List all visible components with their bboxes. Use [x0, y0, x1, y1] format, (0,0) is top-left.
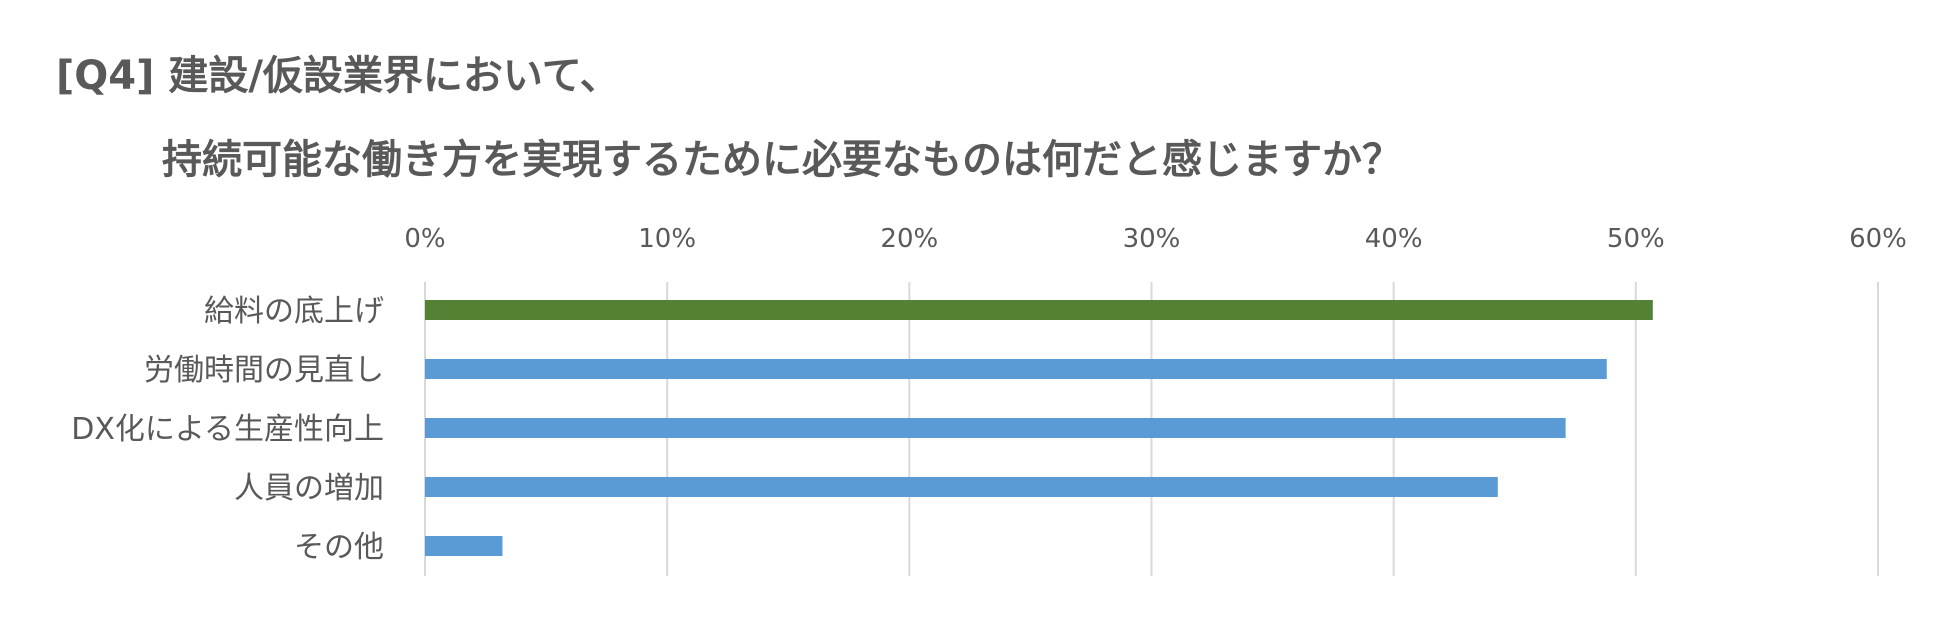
chart-subtitle: 持続可能な働き方を実現するために必要なものは何だと感じますか？	[162, 137, 1402, 183]
chart-title: [Q4] 建設/仮設業界において、	[56, 53, 620, 99]
x-tick-label: 40%	[1365, 224, 1423, 254]
category-label: 給料の底上げ	[204, 294, 384, 329]
x-axis-tick-labels: 0% 10% 20% 30% 40% 50% 60%	[404, 224, 1907, 254]
x-tick-label: 60%	[1849, 224, 1907, 254]
x-tick-label: 20%	[880, 224, 938, 254]
category-label: その他	[294, 530, 384, 565]
x-tick-label: 10%	[638, 224, 696, 254]
x-tick-label: 0%	[404, 224, 445, 254]
x-tick-label: 50%	[1607, 224, 1665, 254]
category-label: DX化による生産性向上	[71, 412, 384, 447]
bar	[425, 477, 1498, 497]
x-tick-label: 30%	[1123, 224, 1181, 254]
bar	[425, 359, 1607, 379]
category-label: 人員の増加	[234, 471, 384, 506]
bar	[425, 418, 1566, 438]
bar	[425, 536, 503, 556]
bar	[425, 300, 1653, 320]
category-label: 労働時間の見直し	[144, 353, 384, 388]
bars	[425, 300, 1653, 556]
